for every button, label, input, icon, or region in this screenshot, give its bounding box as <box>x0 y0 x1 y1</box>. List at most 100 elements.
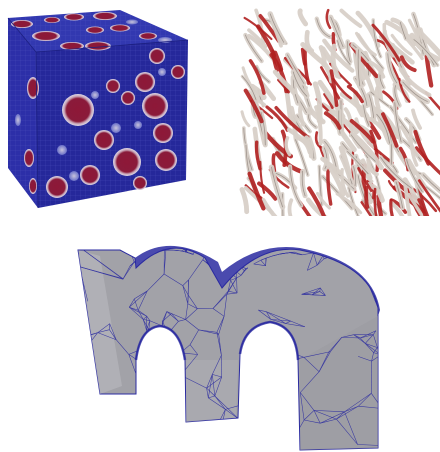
mesh-edge <box>212 374 222 378</box>
mesh-edge <box>311 294 326 296</box>
tetrahedral-mesh-edges <box>70 248 384 450</box>
mesh-edge <box>198 329 219 335</box>
m-arch-rim <box>120 245 380 316</box>
mesh-edge <box>76 338 78 340</box>
fiber-strand-shadow <box>269 13 285 43</box>
mesh-edge <box>360 334 374 339</box>
mesh-edge <box>171 313 186 320</box>
mesh-edge <box>146 316 151 321</box>
mesh-edge <box>168 352 181 371</box>
mesh-edge <box>225 409 239 419</box>
mesh-edge <box>148 329 169 334</box>
mesh-edge <box>373 347 378 353</box>
fiber-strand <box>307 106 326 125</box>
fiber-strand-shadow <box>330 16 344 48</box>
fiber-network-render <box>239 8 440 216</box>
mesh-edge <box>214 395 239 419</box>
mesh-edge <box>147 273 165 292</box>
fiber-strand <box>399 125 420 158</box>
mesh-edge <box>78 436 93 450</box>
fiber-strand <box>295 136 312 155</box>
mesh-edge <box>130 248 138 253</box>
fiber-strand <box>287 198 294 216</box>
mesh-edge <box>248 377 251 403</box>
fiber-strand-red <box>371 23 401 62</box>
mesh-edge <box>357 444 378 446</box>
mesh-edge <box>143 319 150 321</box>
mesh-edge <box>364 343 374 353</box>
mesh-edge <box>266 311 291 322</box>
mesh-edge <box>379 409 382 446</box>
mesh-edge <box>316 258 325 266</box>
mesh-edge <box>253 263 266 266</box>
fiber-strand-shadow <box>368 94 375 121</box>
mesh-edge <box>181 249 185 252</box>
mesh-edge <box>214 376 222 397</box>
fiber-strand-red <box>255 24 277 58</box>
mesh-edge <box>328 337 342 353</box>
fiber-strand-shadow <box>287 54 305 84</box>
mesh-edge <box>311 291 320 296</box>
mesh-edge <box>142 319 150 330</box>
letter-m-mesh-render <box>70 245 384 451</box>
mesh-edge <box>168 369 181 376</box>
mesh-edge <box>227 280 231 292</box>
fiber-strand <box>407 192 425 216</box>
mesh-edge <box>249 382 269 403</box>
mesh-edge <box>369 279 378 287</box>
mesh-edge <box>358 356 372 362</box>
mesh-edge <box>273 253 282 257</box>
fiber-strand-red <box>399 55 417 73</box>
mesh-edge <box>270 319 286 324</box>
mesh-edge <box>373 278 378 297</box>
mesh-edge <box>213 248 216 257</box>
fiber-strand-red <box>257 181 278 201</box>
mesh-edge <box>319 287 321 292</box>
fiber-strand-shadow <box>292 71 308 97</box>
mesh-edge <box>83 376 87 395</box>
fiber-strand-red <box>360 201 373 216</box>
fiber-strand-red <box>243 88 264 124</box>
mesh-edge <box>97 332 117 340</box>
mesh-edge <box>377 347 378 356</box>
mesh-edge <box>353 334 366 344</box>
fiber-strand-shadow <box>350 134 376 162</box>
mesh-edge <box>248 377 269 383</box>
mesh-edge <box>188 259 204 281</box>
mesh-edge <box>270 425 281 435</box>
fiber-strand-shadow <box>295 139 309 176</box>
fiber-strand <box>369 116 385 132</box>
fiber-strand <box>354 117 376 149</box>
fiber-strand-shadow <box>348 187 359 216</box>
mesh-edge <box>364 334 374 344</box>
mesh-edge <box>78 340 90 344</box>
fiber-strand <box>335 192 363 215</box>
mesh-edge <box>313 410 337 420</box>
mesh-edge <box>249 367 269 383</box>
mesh-edge <box>134 298 139 311</box>
mesh-edge <box>319 291 326 296</box>
mesh-edge <box>382 279 384 280</box>
mesh-edge <box>185 308 198 320</box>
mesh-edge <box>313 252 318 266</box>
mesh-edge <box>301 287 321 295</box>
mesh-edge <box>358 393 372 407</box>
mesh-edge <box>244 268 248 271</box>
m-stem-left <box>78 250 122 394</box>
mesh-edge <box>206 388 209 398</box>
mesh-edge <box>137 369 153 380</box>
mesh-edge <box>166 311 179 322</box>
mesh-edge <box>320 287 326 296</box>
mesh-edge <box>267 362 280 383</box>
mesh-edge <box>268 362 280 383</box>
fiber-strand <box>249 83 267 101</box>
mesh-edge <box>117 409 127 412</box>
mesh-edge <box>365 343 378 348</box>
fiber-strand-shadow <box>395 181 404 209</box>
mesh-edge <box>129 290 148 308</box>
fiber-strand-shadow <box>256 66 270 83</box>
mesh-edge <box>344 393 372 413</box>
mesh-edge <box>142 319 147 330</box>
mesh-edge <box>368 265 378 287</box>
mesh-edge <box>70 338 77 350</box>
